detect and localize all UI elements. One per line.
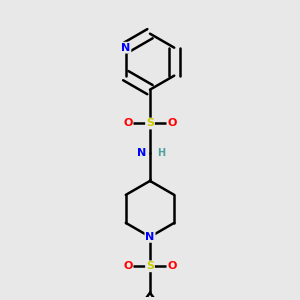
Text: O: O: [123, 261, 133, 271]
Text: S: S: [146, 118, 154, 128]
Text: S: S: [146, 261, 154, 271]
Text: O: O: [123, 118, 133, 128]
Text: O: O: [167, 118, 177, 128]
Text: N: N: [121, 43, 130, 53]
Text: O: O: [167, 261, 177, 271]
Text: N: N: [146, 232, 154, 242]
Text: N: N: [137, 148, 146, 158]
Text: H: H: [158, 148, 166, 158]
